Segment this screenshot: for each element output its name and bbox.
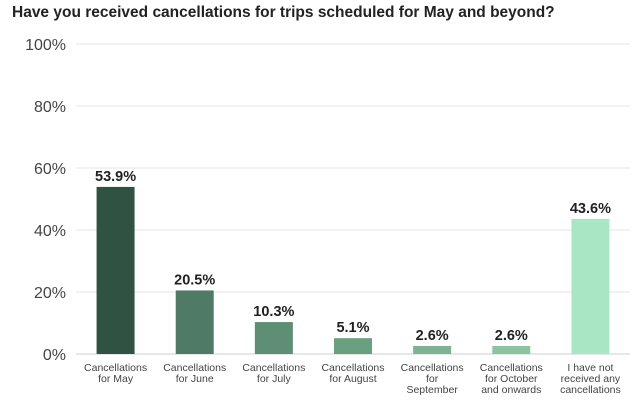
bars <box>96 186 610 354</box>
x-tick-label: Cancellations for July <box>242 362 305 385</box>
chart-title: Have you received cancellations for trip… <box>12 4 555 21</box>
y-tick-label: 80% <box>34 99 66 116</box>
bar <box>175 290 214 354</box>
x-axis-labels: Cancellations for May Cancellations for Jun… <box>84 362 621 396</box>
x-tick-label: Cancellations for May <box>84 362 147 385</box>
y-tick-label: 20% <box>34 285 66 302</box>
bar <box>413 345 452 354</box>
gridlines <box>76 43 630 355</box>
y-tick-label: 100% <box>25 37 66 54</box>
value-label: 5.1% <box>336 320 369 336</box>
value-label: 20.5% <box>174 272 215 288</box>
value-labels: 53.9% 20.5% 10.3% 5.1% 2.6% 2.6% 43.6% <box>95 169 611 344</box>
value-label: 2.6% <box>416 328 449 344</box>
bar <box>334 338 372 354</box>
x-tick-label: Cancellations for October and onwards <box>480 362 543 396</box>
x-tick-label: I have not received any cancellations <box>560 362 621 396</box>
y-tick-label: 40% <box>34 223 66 240</box>
x-tick-label: Cancellations for September <box>401 362 464 396</box>
bar <box>96 186 135 354</box>
y-tick-label: 60% <box>34 161 66 178</box>
x-tick-label: Cancellations for June <box>163 362 226 385</box>
value-label: 53.9% <box>95 169 136 185</box>
y-axis-ticks: 100% 80% 60% 40% 20% 0% <box>25 37 66 364</box>
bar <box>254 322 293 354</box>
bar <box>492 345 531 354</box>
x-tick-label: Cancellations for August <box>321 362 384 385</box>
bar <box>571 218 610 354</box>
y-tick-label: 0% <box>43 347 66 364</box>
value-label: 43.6% <box>570 201 611 217</box>
value-label: 10.3% <box>253 304 294 320</box>
value-label: 2.6% <box>495 328 528 344</box>
